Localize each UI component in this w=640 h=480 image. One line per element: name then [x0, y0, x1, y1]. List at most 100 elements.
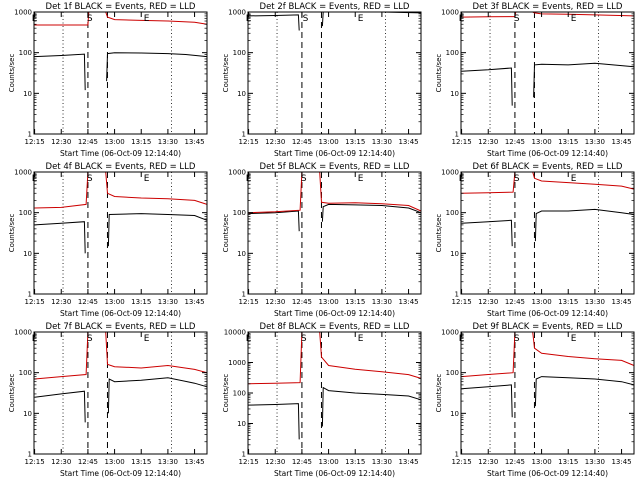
x-tick-label: 12:45	[292, 298, 312, 306]
series-line-lld	[34, 11, 208, 26]
y-tick-label: 100	[446, 209, 459, 217]
y-tick-label: 1000	[14, 169, 32, 177]
x-tick-label: 13:45	[398, 298, 418, 306]
y-tick-label: 1	[242, 131, 246, 139]
event-marker-label: E	[32, 14, 38, 24]
x-tick-label: 13:45	[611, 458, 631, 466]
x-axis-label: Start Time (06-Oct-09 12:14:40)	[60, 149, 181, 158]
chart-title: Det 9f BLACK = Events, RED = LLD	[473, 322, 623, 332]
y-axis-label: Counts/sec	[435, 214, 443, 253]
y-tick-label: 10	[23, 90, 32, 98]
event-marker-label: E	[144, 14, 150, 24]
event-marker-label: E	[571, 174, 577, 184]
event-marker-label: E	[246, 14, 252, 24]
x-tick-label: 13:45	[398, 458, 418, 466]
y-axis-label: Counts/sec	[8, 214, 16, 253]
x-tick-label: 13:15	[345, 138, 365, 146]
y-axis-label: Counts/sec	[435, 374, 443, 413]
x-tick-label: 13:30	[158, 138, 178, 146]
x-tick-label: 12:15	[238, 458, 258, 466]
event-marker-label: E	[144, 174, 150, 184]
x-tick-label: 13:30	[372, 138, 392, 146]
x-tick-label: 12:30	[51, 138, 71, 146]
event-marker-label: S	[87, 174, 93, 184]
series-line-lld	[34, 171, 208, 209]
event-marker-label: E	[358, 14, 364, 24]
chart-title: Det 8f BLACK = Events, RED = LLD	[260, 322, 410, 332]
plot-frame	[247, 171, 422, 295]
x-tick-label: 13:30	[585, 138, 605, 146]
x-tick-label: 12:30	[478, 458, 498, 466]
chart-panel-8: Det 8f BLACK = Events, RED = LLD Counts/s…	[222, 322, 422, 478]
chart-panel-7: Det 7f BLACK = Events, RED = LLD Counts/s…	[8, 322, 208, 478]
event-marker-label: S	[87, 14, 93, 24]
x-tick-label: 12:15	[24, 298, 44, 306]
x-axis-label: Start Time (06-Oct-09 12:14:40)	[60, 469, 181, 478]
y-axis-label: Counts/sec	[222, 54, 230, 93]
series-line-lld	[34, 331, 208, 380]
event-marker-label: S	[87, 334, 93, 344]
event-marker-label: E	[32, 174, 38, 184]
event-marker-label: S	[301, 174, 307, 184]
x-tick-label: 12:15	[451, 298, 471, 306]
series-line-events	[461, 62, 635, 106]
x-tick-label: 12:30	[265, 298, 285, 306]
event-marker-label: S	[514, 334, 520, 344]
event-marker-label: E	[571, 14, 577, 24]
event-marker-label: S	[514, 174, 520, 184]
plot-frame	[247, 331, 422, 455]
x-tick-label: 13:15	[131, 458, 151, 466]
y-tick-label: 1000	[228, 359, 246, 367]
y-tick-label: 1000	[441, 9, 459, 17]
chart-title: Det 6f BLACK = Events, RED = LLD	[473, 162, 623, 172]
y-tick-label: 10	[450, 410, 459, 418]
y-tick-label: 1	[242, 451, 246, 459]
x-tick-label: 12:15	[24, 138, 44, 146]
event-marker-label: E	[459, 334, 465, 344]
y-tick-label: 100	[19, 369, 32, 377]
chart-title: Det 2f BLACK = Events, RED = LLD	[260, 2, 410, 12]
x-tick-label: 12:45	[292, 138, 312, 146]
y-axis-label: Counts/sec	[8, 54, 16, 93]
plot-frame	[247, 11, 422, 135]
x-tick-label: 13:00	[104, 458, 124, 466]
y-tick-label: 10000	[224, 329, 246, 337]
y-tick-label: 1000	[441, 329, 459, 337]
event-marker-label: E	[459, 174, 465, 184]
x-tick-label: 13:15	[345, 298, 365, 306]
y-tick-label: 1	[455, 131, 459, 139]
event-marker-label: E	[459, 14, 465, 24]
x-tick-label: 13:15	[131, 298, 151, 306]
chart-panel-4: Det 4f BLACK = Events, RED = LLD Counts/s…	[8, 162, 208, 318]
chart-panel-3: Det 3f BLACK = Events, RED = LLD Counts/s…	[435, 2, 635, 158]
y-tick-label: 1000	[441, 169, 459, 177]
x-axis-label: Start Time (06-Oct-09 12:14:40)	[274, 309, 395, 318]
chart-title: Det 3f BLACK = Events, RED = LLD	[473, 2, 623, 12]
series-line-events	[34, 377, 208, 423]
series-line-lld	[248, 331, 422, 385]
y-tick-label: 10	[237, 420, 246, 428]
y-axis-label: Counts/sec	[222, 214, 230, 253]
x-tick-label: 13:30	[585, 458, 605, 466]
x-tick-label: 13:45	[184, 298, 204, 306]
y-tick-label: 1	[28, 451, 32, 459]
x-tick-label: 13:45	[184, 138, 204, 146]
chart-panel-1: Det 1f BLACK = Events, RED = LLD Counts/s…	[8, 2, 208, 158]
chart-title: Det 5f BLACK = Events, RED = LLD	[260, 162, 410, 172]
x-tick-label: 13:15	[345, 458, 365, 466]
y-tick-label: 1000	[14, 9, 32, 17]
y-tick-label: 10	[23, 410, 32, 418]
x-tick-label: 12:45	[78, 138, 98, 146]
plot-frame	[460, 331, 635, 455]
x-tick-label: 13:45	[611, 298, 631, 306]
x-tick-label: 12:45	[505, 298, 525, 306]
y-tick-label: 1	[455, 291, 459, 299]
x-axis-label: Start Time (06-Oct-09 12:14:40)	[274, 469, 395, 478]
y-tick-label: 1	[28, 291, 32, 299]
x-tick-label: 13:00	[104, 138, 124, 146]
x-tick-label: 13:15	[558, 458, 578, 466]
x-tick-label: 12:30	[51, 298, 71, 306]
x-tick-label: 12:15	[451, 458, 471, 466]
y-axis-label: Counts/sec	[435, 54, 443, 93]
chart-panel-6: Det 6f BLACK = Events, RED = LLD Counts/s…	[435, 162, 635, 318]
